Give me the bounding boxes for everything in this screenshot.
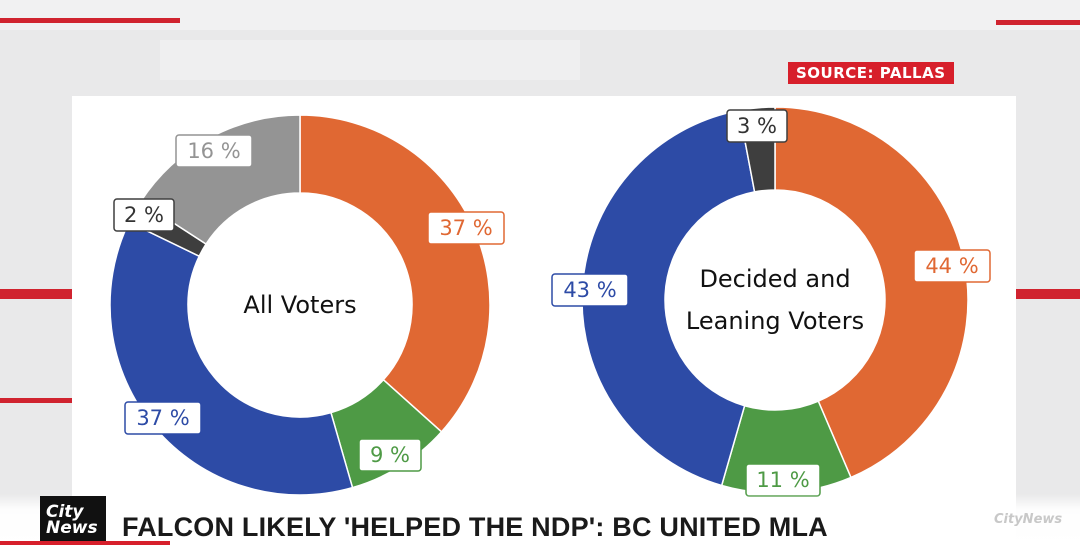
red-accent-bar [996,20,1080,25]
red-accent-bar [0,398,72,403]
citynews-logo: City News [40,496,106,545]
slice-label: 2 % [124,203,164,227]
watermark-logo: CityNews [994,512,1063,527]
slice-label: 37 % [136,406,189,430]
donut-slice [774,106,969,479]
background-stripe [0,0,1080,30]
red-accent-bar [0,289,72,299]
donut-slice [581,109,756,487]
logo-line-1: City [46,502,84,522]
red-accent-bar [0,18,180,23]
slice-label-box [551,273,629,307]
logo-line-2: News [46,518,98,538]
slice-label: 16 % [187,139,240,163]
donut-center-label: Decided and [699,265,850,293]
source-tag: SOURCE: PALLAS [788,62,954,84]
slice-label-box [913,249,991,283]
red-accent-bar [1016,289,1080,299]
slice-label-box [726,109,788,143]
headline: FALCON LIKELY 'HELPED THE NDP': BC UNITE… [122,512,828,542]
slice-label: 44 % [925,254,978,278]
logo-red-underline [0,541,170,545]
slice-label: 37 % [439,216,492,240]
donut-slice [109,221,354,496]
slice-label: 11 % [756,468,809,492]
news-ticker [0,494,1080,545]
slice-label: 9 % [370,443,410,467]
slice-label-box [427,211,505,245]
slice-label: 3 % [737,114,777,138]
donut-slice [299,114,491,433]
slice-label-box [124,401,202,435]
slice-label-box [113,198,175,232]
slice-label-box [175,134,253,168]
slice-label-box [358,438,422,472]
donut-center-label: All Voters [243,291,356,319]
donut-center-label: Leaning Voters [686,307,864,335]
slice-label: 43 % [563,278,616,302]
background-stripe [160,40,580,80]
